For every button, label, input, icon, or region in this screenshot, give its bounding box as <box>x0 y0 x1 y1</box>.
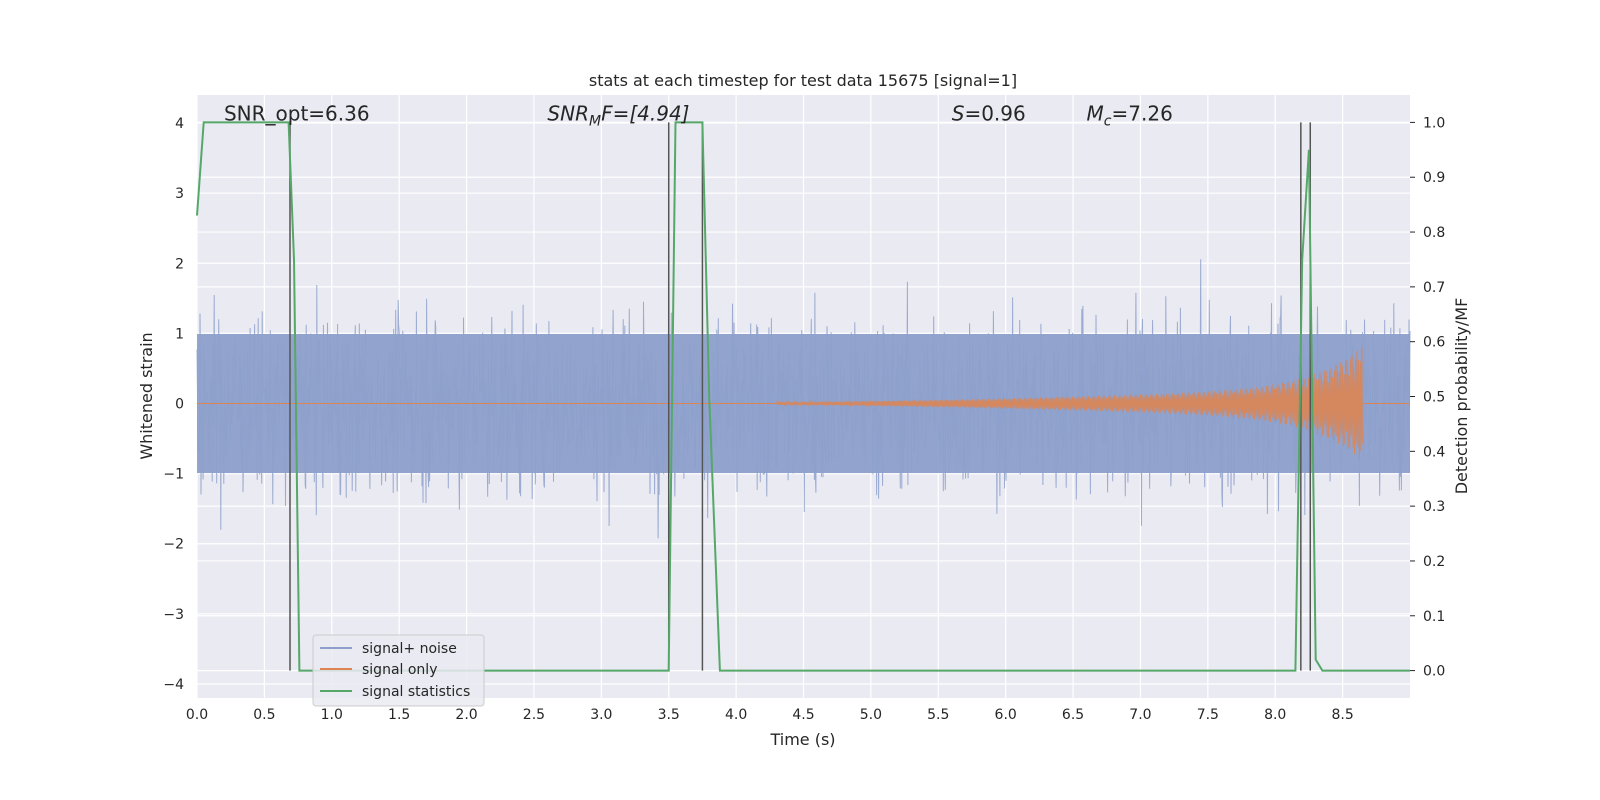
y-tick-label: 3 <box>175 186 184 202</box>
x-axis-label: Time (s) <box>769 730 835 749</box>
signal-statistics-line <box>196 121 1410 672</box>
legend-label-signal-only: signal only <box>362 662 437 678</box>
x-tick-label: 6.5 <box>1062 707 1084 723</box>
x-axis-ticks: 0.0 0.5 1.0 1.5 2.0 2.5 3.0 3.5 4.0 4.5 5.0 5.5 6.0 6… <box>186 707 1354 723</box>
annotation-text: SNR_opt=6.36 <box>224 102 370 126</box>
y-tick-label: 4 <box>175 116 184 132</box>
x-tick-label: 2.5 <box>523 707 545 723</box>
y2-tick-label: 0.9 <box>1423 170 1445 186</box>
series-signal-only <box>197 347 1410 459</box>
legend-label-signal-noise: signal+ noise <box>362 641 457 657</box>
y-tick-label: 2 <box>175 256 184 272</box>
y2-tick-label: 0.4 <box>1423 444 1445 460</box>
y-tick-label: −2 <box>163 537 184 553</box>
x-tick-label: 4.0 <box>725 707 747 723</box>
x-tick-label: 7.0 <box>1129 707 1151 723</box>
chart-title: stats at each timestep for test data 156… <box>589 71 1017 90</box>
signal-only-line <box>776 347 1364 459</box>
x-tick-label: 0.0 <box>186 707 208 723</box>
x-tick-label: 5.5 <box>927 707 949 723</box>
legend-label-signal-statistics: signal statistics <box>362 684 470 700</box>
x-tick-label: 6.0 <box>995 707 1017 723</box>
y2-tick-label: 1.0 <box>1423 115 1445 131</box>
annotation-text: Mc=7.26 <box>1087 102 1173 130</box>
x-tick-label: 4.5 <box>792 707 814 723</box>
y2-tick-label: 0.0 <box>1423 664 1445 680</box>
x-tick-label: 5.0 <box>860 707 882 723</box>
x-tick-label: 1.5 <box>388 707 410 723</box>
x-tick-label: 0.5 <box>253 707 275 723</box>
legend-box <box>312 634 485 707</box>
y2-tick-label: 0.2 <box>1423 554 1445 570</box>
y2-tick-label: 0.5 <box>1423 390 1445 406</box>
y-axis-label: Whitened strain <box>137 332 156 459</box>
y-tick-label: 0 <box>175 397 184 413</box>
legend: signal+ noise signal only signal statist… <box>312 634 485 707</box>
y-tick-label: −1 <box>163 467 184 483</box>
series-signal-statistics <box>196 121 1410 672</box>
x-tick-label: 8.5 <box>1331 707 1353 723</box>
y2-tick-label: 0.1 <box>1423 609 1445 625</box>
x-tick-label: 3.0 <box>590 707 612 723</box>
x-tick-label: 8.0 <box>1264 707 1286 723</box>
y-tick-label: −3 <box>163 607 184 623</box>
y-tick-label: −4 <box>163 677 184 693</box>
y-tick-label: 1 <box>175 326 184 342</box>
x-tick-label: 7.5 <box>1197 707 1219 723</box>
y2-axis-label: Detection probability/MF <box>1452 298 1471 495</box>
y2-tick-label: 0.8 <box>1423 225 1445 241</box>
annotation-text: SNRMF=[4.94] <box>547 102 689 130</box>
annotation-text: S=0.96 <box>952 102 1026 126</box>
x-tick-label: 3.5 <box>658 707 680 723</box>
y2-tick-label: 0.3 <box>1423 499 1445 515</box>
y-axis-ticks: −4 −3 −2 −1 0 1 2 3 4 <box>163 116 184 693</box>
y2-tick-label: 0.7 <box>1423 280 1445 296</box>
y2-tick-label: 0.6 <box>1423 335 1445 351</box>
annotations: SNR_opt=6.36 SNRMF=[4.94] S=0.96 Mc=7.26 <box>224 102 1173 130</box>
x-tick-label: 2.0 <box>455 707 477 723</box>
x-tick-label: 1.0 <box>321 707 343 723</box>
y2-axis-ticks: 0.0 0.1 0.2 0.3 0.4 0.5 0.6 0.7 0.8 0.9 1.0 <box>1410 115 1445 680</box>
